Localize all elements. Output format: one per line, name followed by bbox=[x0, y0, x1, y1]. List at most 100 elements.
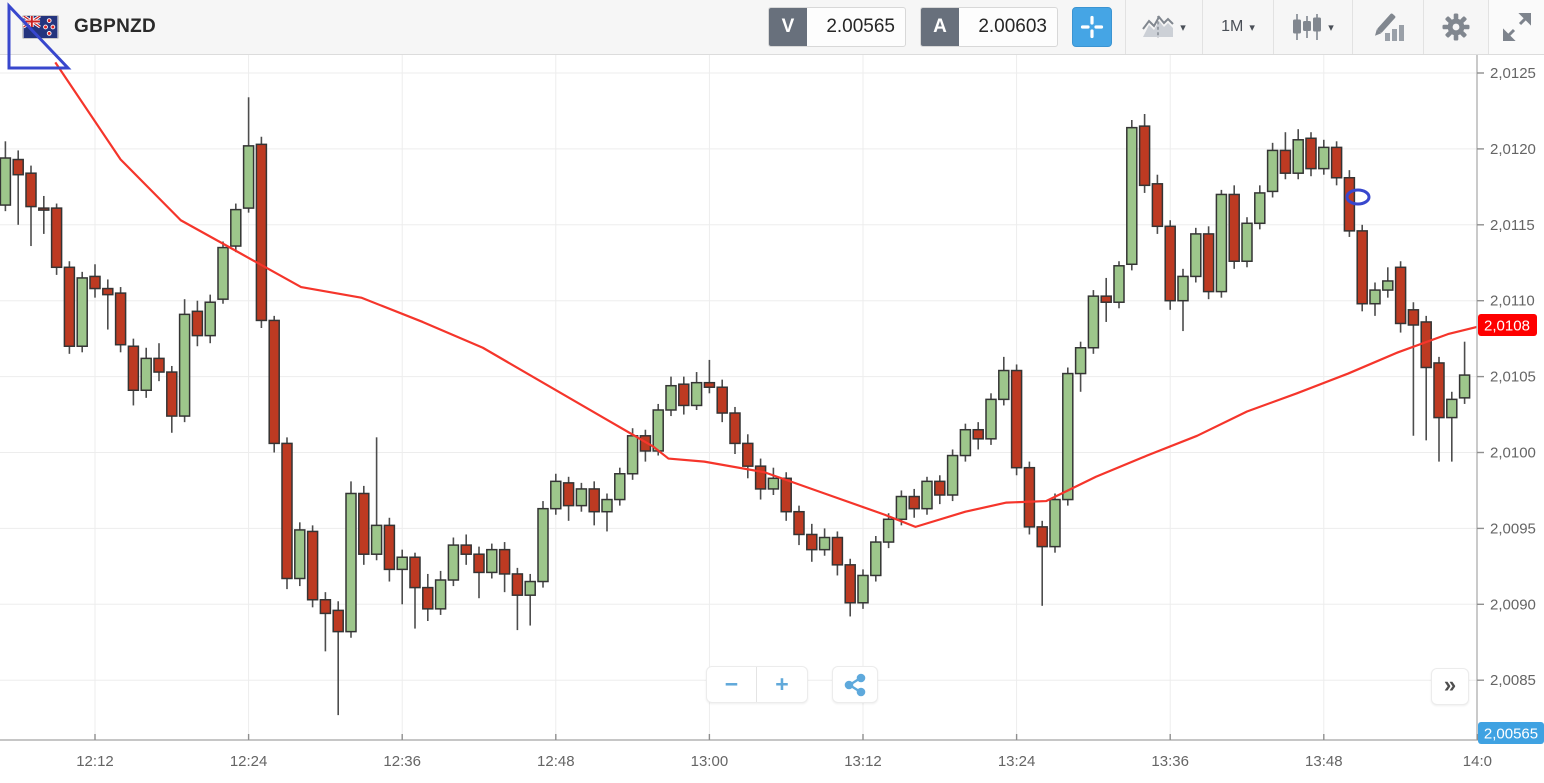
page-title-symbol: GBPNZD bbox=[74, 16, 157, 37]
candle-body bbox=[396, 556, 408, 571]
draw-tools-icon bbox=[1375, 13, 1404, 41]
candle-body bbox=[1382, 280, 1394, 291]
candle-body bbox=[742, 442, 754, 467]
candle-body bbox=[383, 524, 396, 571]
candle-body bbox=[562, 482, 575, 507]
candle-body bbox=[908, 495, 920, 510]
zoom-control-group: − + bbox=[706, 666, 808, 703]
zoom-in-button[interactable]: + bbox=[775, 671, 789, 697]
candle-body bbox=[588, 488, 600, 513]
chart-style-icon bbox=[1142, 15, 1174, 38]
candle-body bbox=[1215, 193, 1228, 293]
collapse-panel-button[interactable]: » bbox=[1431, 668, 1469, 705]
candle-body bbox=[921, 480, 933, 510]
ask-badge: A bbox=[921, 8, 959, 46]
candle-body bbox=[652, 409, 664, 452]
crosshair-tool-button[interactable] bbox=[1072, 7, 1112, 47]
candle-body bbox=[857, 574, 869, 604]
price-tick-label: 2,0085 bbox=[1490, 672, 1536, 689]
timeframe-button[interactable]: 1M ▾ bbox=[1202, 0, 1273, 54]
share-button[interactable] bbox=[832, 666, 878, 703]
candle-body bbox=[754, 465, 767, 490]
candle-body bbox=[1087, 295, 1100, 349]
candle-body bbox=[946, 454, 959, 496]
ellipse-drawing-annotation bbox=[1345, 188, 1371, 206]
candle-body bbox=[1062, 372, 1074, 501]
chart-style-button[interactable]: ▾ bbox=[1125, 0, 1202, 54]
price-tick-label: 2,0125 bbox=[1490, 65, 1536, 82]
candle-body bbox=[985, 398, 997, 440]
crosshair-icon bbox=[1080, 15, 1104, 39]
candle-body bbox=[870, 541, 882, 577]
candle-body bbox=[409, 556, 421, 589]
candle-body bbox=[716, 386, 728, 414]
candle-body bbox=[678, 383, 690, 407]
candle-body bbox=[524, 580, 536, 596]
moving-average-line bbox=[54, 61, 1486, 528]
gear-icon bbox=[1442, 13, 1470, 41]
candle-body bbox=[486, 548, 498, 574]
candle-body bbox=[626, 435, 639, 475]
share-icon bbox=[844, 673, 866, 696]
price-tick-label: 2,0090 bbox=[1490, 596, 1536, 613]
candle-body bbox=[1036, 526, 1048, 548]
candle-body bbox=[332, 609, 344, 633]
drawing-tools-button[interactable] bbox=[1352, 0, 1423, 54]
price-tick-label: 2,0120 bbox=[1490, 141, 1536, 158]
grid-lines bbox=[0, 55, 1478, 740]
candle-body bbox=[1369, 289, 1381, 305]
candle-body bbox=[434, 579, 447, 610]
bid-value: 2.00565 bbox=[826, 16, 895, 37]
ask-quote-box[interactable]: A 2.00603 bbox=[920, 7, 1058, 47]
candles-layer bbox=[0, 97, 1471, 716]
bid-badge: V bbox=[769, 8, 807, 46]
candle-body bbox=[665, 384, 677, 411]
candle-body bbox=[38, 207, 50, 211]
candle-body bbox=[0, 157, 12, 206]
candle-body bbox=[1023, 466, 1036, 528]
candle-body bbox=[294, 529, 306, 580]
candle-body bbox=[934, 480, 946, 496]
candle-body bbox=[255, 143, 268, 322]
candle-body bbox=[166, 371, 178, 417]
toolbar: GBPNZD V 2.00565 A 2.00603 bbox=[0, 0, 1544, 55]
candle-body bbox=[422, 586, 434, 610]
candle-body bbox=[1190, 233, 1202, 278]
candle-body bbox=[1074, 347, 1087, 375]
candle-body bbox=[1305, 137, 1317, 170]
settings-button[interactable] bbox=[1423, 0, 1488, 54]
candle-body bbox=[1241, 222, 1253, 262]
candle-body bbox=[230, 208, 242, 247]
candle-body bbox=[178, 313, 191, 417]
candle-body bbox=[358, 492, 370, 555]
time-tick-label: 12:24 bbox=[230, 753, 268, 770]
candlestick-chart[interactable]: 2,0125 2,0120 2,0115 2,0110 2,0105 2,0100 2,00… bbox=[0, 55, 1544, 778]
candle-body bbox=[1049, 498, 1061, 548]
candle-style-button[interactable]: ▾ bbox=[1273, 0, 1352, 54]
candle-body bbox=[575, 488, 588, 507]
candle-body bbox=[12, 158, 24, 176]
bid-quote-box[interactable]: V 2.00565 bbox=[768, 7, 906, 47]
price-tick-label: 2,0095 bbox=[1490, 520, 1536, 537]
candle-body bbox=[806, 533, 818, 551]
time-tick-label: 13:12 bbox=[844, 753, 882, 770]
candle-body bbox=[729, 412, 741, 445]
candle-body bbox=[1254, 192, 1266, 225]
candle-body bbox=[1177, 275, 1189, 302]
price-axis-panel bbox=[1477, 55, 1544, 740]
symbol-block: GBPNZD bbox=[0, 0, 156, 54]
bid-price-marker-label: 2,00565 bbox=[1484, 726, 1538, 743]
time-axis-panel bbox=[0, 740, 1544, 778]
candle-body bbox=[319, 598, 332, 615]
last-price-marker-bg bbox=[1478, 313, 1537, 336]
candle-body bbox=[76, 277, 88, 347]
chart-area[interactable]: 2,0125 2,0120 2,0115 2,0110 2,0105 2,0100 2,00… bbox=[0, 55, 1544, 778]
candle-body bbox=[537, 507, 549, 583]
candle-body bbox=[460, 544, 472, 555]
candle-body bbox=[268, 319, 280, 445]
candle-body bbox=[1100, 295, 1112, 303]
union-jack-canton bbox=[23, 16, 41, 29]
fullscreen-button[interactable] bbox=[1488, 0, 1544, 54]
bid-price-marker: 2,00565 bbox=[1478, 722, 1544, 744]
zoom-out-button[interactable]: − bbox=[707, 667, 757, 702]
